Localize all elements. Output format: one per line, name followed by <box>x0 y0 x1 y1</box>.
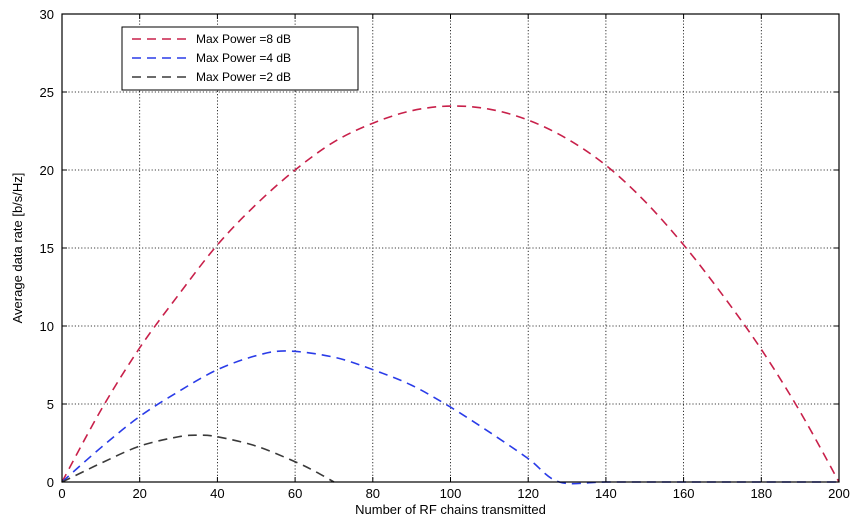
x-tick-label: 60 <box>288 486 302 501</box>
y-tick-label: 5 <box>47 397 54 412</box>
y-tick-label: 30 <box>40 7 54 22</box>
x-axis-label: Number of RF chains transmitted <box>355 502 546 517</box>
legend-label: Max Power =4 dB <box>196 51 291 65</box>
legend-label: Max Power =8 dB <box>196 32 291 46</box>
y-tick-label: 15 <box>40 241 54 256</box>
grid <box>62 14 839 482</box>
legend: Max Power =8 dB Max Power =4 dB Max Power … <box>121 26 359 91</box>
y-axis-label: Average data rate [b/s/Hz] <box>10 173 25 324</box>
axis-ticks: 0 20 40 60 80 100 120 140 160 180 200 0 5 10 15 20 25 30 <box>40 7 850 501</box>
x-tick-label: 0 <box>58 486 65 501</box>
x-tick-label: 20 <box>132 486 146 501</box>
x-tick-label: 180 <box>750 486 772 501</box>
legend-label: Max Power =2 dB <box>196 70 291 84</box>
y-tick-label: 0 <box>47 475 54 490</box>
x-tick-label: 160 <box>673 486 695 501</box>
series-line-2 <box>61 350 839 485</box>
series-lines <box>61 105 840 485</box>
x-tick-label: 100 <box>440 486 462 501</box>
series-line-1 <box>61 105 840 483</box>
y-tick-label: 20 <box>40 163 54 178</box>
series-line-3 <box>61 434 335 483</box>
x-tick-label: 40 <box>210 486 224 501</box>
x-tick-label: 80 <box>366 486 380 501</box>
y-tick-label: 25 <box>40 85 54 100</box>
y-tick-label: 10 <box>40 319 54 334</box>
x-tick-label: 200 <box>828 486 850 501</box>
x-tick-label: 140 <box>595 486 617 501</box>
legend-box <box>121 26 359 91</box>
x-tick-label: 120 <box>517 486 539 501</box>
